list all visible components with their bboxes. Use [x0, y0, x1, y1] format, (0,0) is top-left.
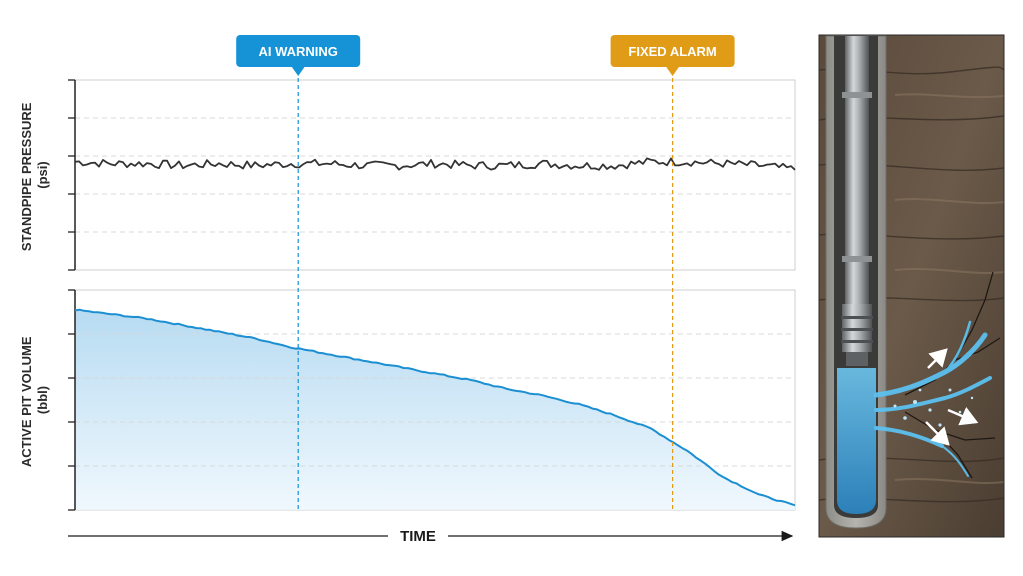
ai-warning-marker: AI WARNING [236, 35, 361, 510]
volume-series-line [74, 308, 796, 507]
loss-flow-arrows [925, 348, 979, 446]
ai-warning-callout: AI WARNING [236, 35, 361, 76]
drill-pipe [845, 36, 869, 304]
fixed-alarm-marker: FIXED ALARM [610, 35, 735, 510]
pressure-y-label: STANDPIPE PRESSURE (psi) [19, 99, 50, 251]
ai-warning-box [236, 35, 361, 67]
pressure-y-ticks [68, 79, 75, 271]
illustration-frame [818, 34, 1005, 538]
fixed-alarm-pointer [665, 66, 680, 76]
time-axis: TIME [68, 528, 794, 545]
wellbore-fluid [837, 368, 876, 514]
fixed-alarm-callout: FIXED ALARM [610, 35, 735, 76]
volume-y-ticks [68, 289, 75, 511]
pressure-series-line [74, 157, 796, 171]
ai-warning-label: AI WARNING [258, 44, 337, 59]
bha-ring-2 [841, 328, 873, 331]
volume-gridlines [75, 333, 795, 467]
fixed-alarm-box [610, 35, 735, 67]
pressure-gridlines [75, 117, 795, 233]
pressure-plot-frame [74, 79, 796, 271]
volume-series-area [75, 309, 795, 510]
volume-panel: ACTIVE PIT VOLUME (bbl) [19, 289, 796, 511]
volume-y-label: ACTIVE PIT VOLUME (bbl) [19, 333, 50, 467]
fluid-loss-streams [873, 320, 992, 477]
bha-ring-3 [841, 340, 873, 343]
wellbore-illustration [818, 34, 1005, 538]
ai-warning-pointer [291, 66, 306, 76]
time-axis-label: TIME [400, 528, 436, 545]
fixed-alarm-label: FIXED ALARM [628, 44, 716, 59]
pipe-collar-top [842, 92, 872, 98]
pipe-collar-mid [842, 256, 872, 262]
bha-ring-1 [841, 316, 873, 319]
fluid-droplets [893, 388, 974, 427]
drill-bit [846, 352, 868, 366]
pressure-panel: STANDPIPE PRESSURE (psi) [19, 79, 796, 271]
